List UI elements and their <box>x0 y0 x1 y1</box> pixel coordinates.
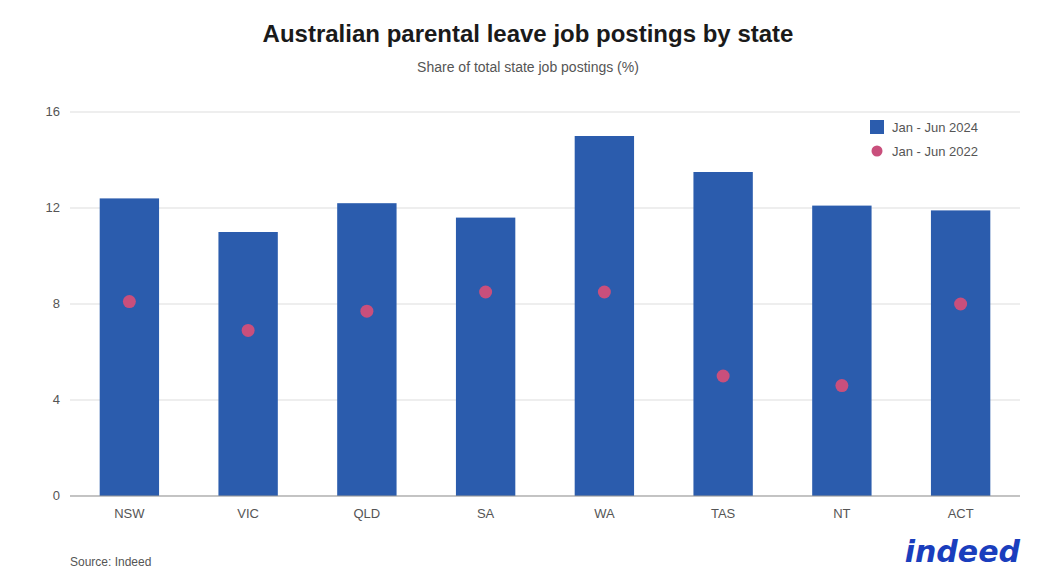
y-tick-label: 16 <box>46 104 60 119</box>
dot <box>717 370 730 383</box>
title: Australian parental leave job postings b… <box>263 20 794 47</box>
dot <box>835 379 848 392</box>
grid-line <box>70 112 1020 113</box>
grid-line <box>70 400 1020 401</box>
bar <box>693 172 752 496</box>
x-tick-label: NT <box>833 506 850 521</box>
legend-label: Jan - Jun 2024 <box>892 120 978 135</box>
bar <box>456 218 515 496</box>
dot <box>954 298 967 311</box>
x-tick-label: ACT <box>948 506 974 521</box>
bar <box>575 136 634 496</box>
bar <box>931 210 990 496</box>
bar <box>812 206 871 496</box>
x-tick-label: NSW <box>114 506 145 521</box>
grid-line <box>70 304 1020 305</box>
subtitle: Share of total state job postings (%) <box>417 59 639 75</box>
bar <box>100 198 159 496</box>
chart: Australian parental leave job postings b… <box>0 0 1056 576</box>
legend-swatch <box>870 120 884 134</box>
bar <box>218 232 277 496</box>
grid-line <box>70 496 1020 497</box>
legend-swatch <box>872 146 883 157</box>
y-tick-label: 12 <box>46 200 60 215</box>
dot <box>479 286 492 299</box>
x-tick-label: QLD <box>354 506 381 521</box>
legend: Jan - Jun 2024 Jan - Jun 2022 <box>870 120 978 159</box>
x-axis-line <box>70 496 1020 497</box>
x-tick-label: SA <box>477 506 495 521</box>
x-tick-label: TAS <box>711 506 736 521</box>
legend-label: Jan - Jun 2022 <box>892 144 978 159</box>
y-tick-label: 0 <box>53 488 60 503</box>
dot <box>360 305 373 318</box>
grid-line <box>70 208 1020 209</box>
marks <box>100 136 991 496</box>
logo: indeed <box>905 534 1021 569</box>
dot <box>242 324 255 337</box>
source: Source: Indeed <box>70 555 151 569</box>
grid <box>70 112 1020 496</box>
y-tick-label: 8 <box>53 296 60 311</box>
y-tick-label: 4 <box>53 392 60 407</box>
dot <box>598 286 611 299</box>
dot <box>123 295 136 308</box>
x-tick-label: WA <box>594 506 615 521</box>
x-tick-label: VIC <box>237 506 259 521</box>
bar <box>337 203 396 496</box>
